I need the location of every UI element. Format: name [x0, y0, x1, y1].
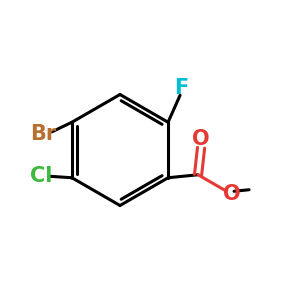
Text: Br: Br — [30, 124, 57, 144]
Text: Cl: Cl — [30, 166, 52, 186]
Text: O: O — [223, 184, 241, 204]
Text: O: O — [192, 129, 210, 149]
Text: F: F — [174, 78, 189, 98]
